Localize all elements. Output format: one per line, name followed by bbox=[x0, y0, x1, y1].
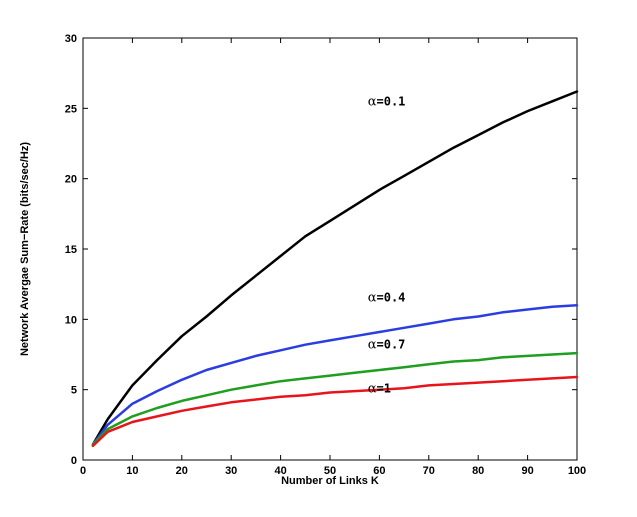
x-axis-label: Number of Links K bbox=[281, 475, 379, 487]
plot-area-frame bbox=[82, 37, 578, 461]
x-tick-label: 100 bbox=[568, 465, 586, 477]
series-annotation: α=0.7 bbox=[368, 337, 406, 352]
y-tick-label: 10 bbox=[65, 314, 77, 326]
y-tick-label: 0 bbox=[71, 455, 77, 467]
y-axis-label: Network Avergae Sum−Rate (bits/sec/Hz) bbox=[19, 142, 31, 356]
y-tick-label: 20 bbox=[65, 174, 77, 186]
axis-tick-labels: 0 10 20 30 40 50 60 70 80 90 100 0 5 10 15 20 25 30 bbox=[65, 33, 586, 477]
x-tick-label: 10 bbox=[126, 465, 138, 477]
x-tick-label: 90 bbox=[521, 465, 533, 477]
series-annotation: α=0.4 bbox=[368, 291, 406, 306]
series-line-3 bbox=[91, 375, 579, 448]
x-tick-label: 70 bbox=[423, 465, 435, 477]
x-tick-label: 50 bbox=[324, 465, 336, 477]
x-tick-label: 60 bbox=[373, 465, 385, 477]
x-tick-label: 80 bbox=[472, 465, 484, 477]
y-tick-label: 30 bbox=[65, 33, 77, 45]
series-line-0 bbox=[91, 90, 579, 446]
x-tick-label: 30 bbox=[225, 465, 237, 477]
x-tick-label: 20 bbox=[176, 465, 188, 477]
series-lines bbox=[91, 90, 579, 448]
y-tick-label: 25 bbox=[65, 103, 77, 115]
x-tick-label: 0 bbox=[80, 465, 86, 477]
series-annotation: α=1 bbox=[368, 381, 391, 396]
axis-ticks bbox=[82, 37, 578, 461]
y-tick-label: 15 bbox=[65, 244, 77, 256]
series-annotations: α=0.1 α=0.4 α=0.7 α=1 bbox=[368, 95, 406, 397]
y-tick-label: 5 bbox=[71, 385, 77, 397]
x-tick-label: 40 bbox=[274, 465, 286, 477]
series-line-1 bbox=[91, 304, 579, 446]
series-annotation: α=0.1 bbox=[368, 95, 406, 110]
series-line-2 bbox=[91, 351, 579, 446]
